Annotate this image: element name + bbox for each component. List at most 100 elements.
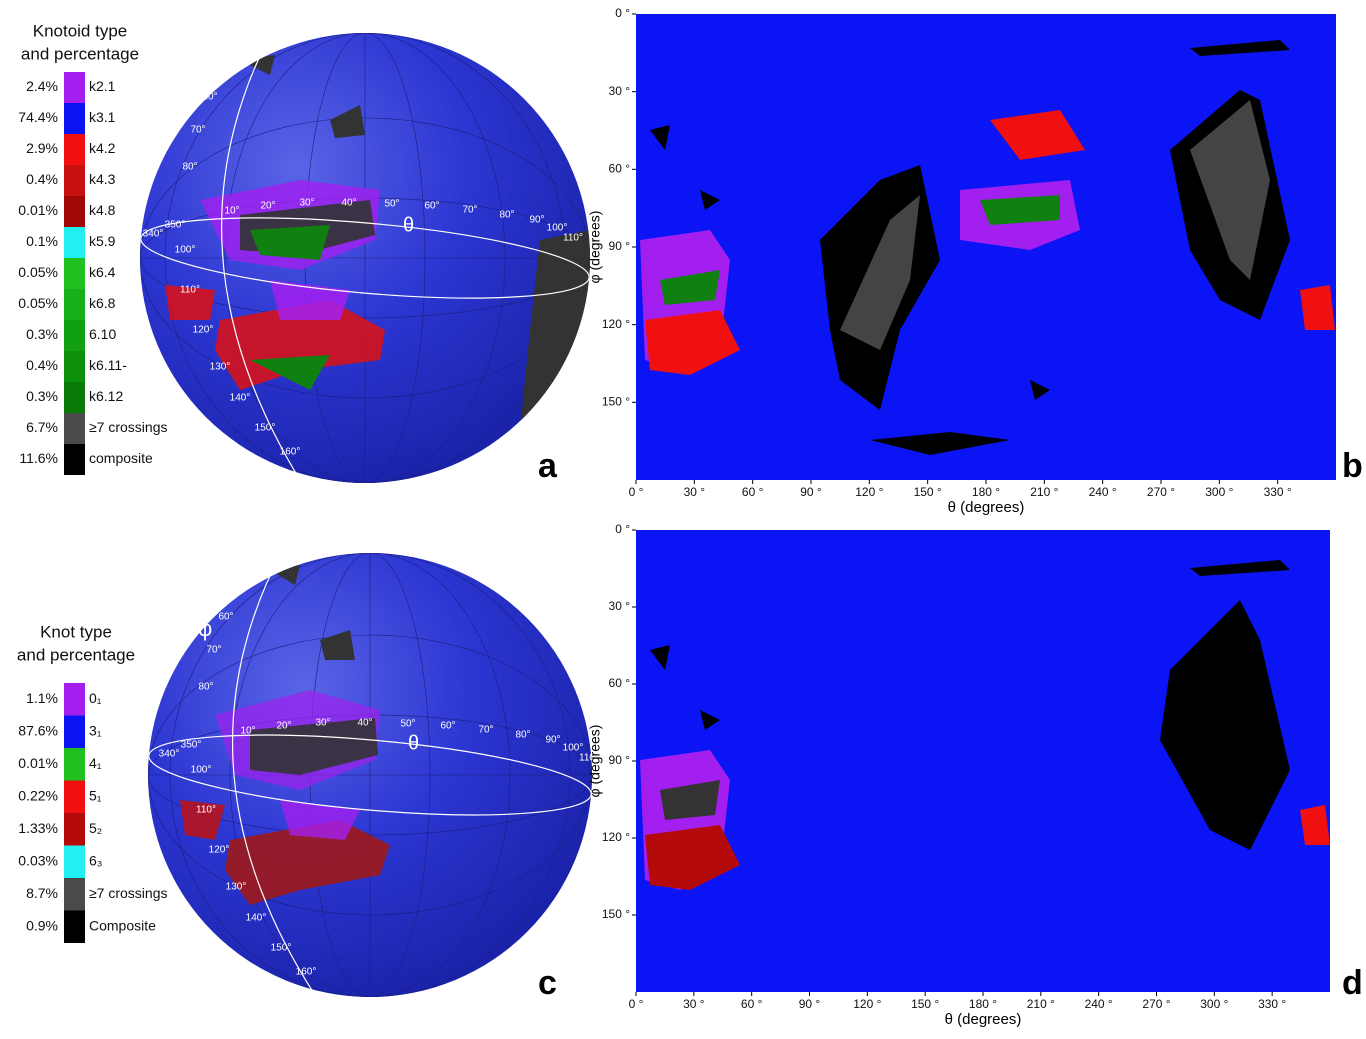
legend-swatch	[64, 878, 85, 911]
legend-swatch	[64, 715, 85, 748]
x-tick-label: 180 °	[972, 485, 1000, 499]
theta-label: 60°	[424, 201, 439, 212]
legend-percent: 0.05%	[18, 295, 58, 311]
legend-percent: 0.03%	[18, 852, 58, 868]
phi-label: 160°	[296, 967, 317, 978]
legend-percent: 0.01%	[18, 755, 58, 771]
x-tick-label: 240 °	[1089, 485, 1117, 499]
legend-percent: 0.3%	[26, 326, 58, 342]
legend-label: ≥7 crossings	[89, 419, 168, 435]
theta-label: 340°	[143, 229, 164, 240]
x-axis-title: θ (degrees)	[945, 1011, 1022, 1028]
theta-label: 60°	[440, 721, 455, 732]
legend-label: 5₂	[89, 820, 102, 836]
legend-percent: 2.9%	[26, 140, 58, 156]
legend-swatch	[64, 134, 85, 165]
legend-percent: 87.6%	[18, 722, 58, 738]
phi-label: 80°	[182, 162, 197, 173]
x-tick-label: 330 °	[1264, 485, 1292, 499]
y-tick-label: 120 °	[602, 830, 630, 844]
legend-percent: 11.6%	[19, 450, 58, 466]
legend-percent: 0.4%	[26, 357, 58, 373]
legend-label: k6.11-	[89, 357, 127, 373]
legend-label: 4₁	[89, 755, 102, 771]
x-tick-label: 270 °	[1147, 485, 1175, 499]
theta-label: 50°	[400, 719, 415, 730]
x-tick-label: 60 °	[741, 997, 763, 1011]
legend-label: k4.8	[89, 202, 116, 218]
theta-label: 110°	[579, 753, 599, 764]
theta-symbol: θ	[403, 214, 414, 236]
theta-label: 100°	[547, 223, 568, 234]
phi-label: 70°	[206, 645, 221, 656]
theta-label: 80°	[515, 730, 530, 741]
legend-percent: 1.33%	[18, 820, 58, 836]
legend-swatch	[64, 845, 85, 878]
x-tick-label: 30 °	[684, 485, 706, 499]
y-tick-label: 30 °	[609, 599, 631, 613]
phi-label: 120°	[209, 845, 230, 856]
phi-label: 80°	[198, 682, 213, 693]
y-tick-label: 150 °	[602, 907, 630, 921]
legend-title: Knot type	[40, 622, 112, 641]
theta-label: 20°	[260, 201, 275, 212]
phi-label: 140°	[246, 913, 267, 924]
theta-label: 40°	[341, 198, 356, 209]
legend-percent: 74.4%	[18, 109, 58, 125]
x-tick-label: 150 °	[911, 997, 939, 1011]
legend-swatch	[64, 444, 85, 475]
x-tick-label: 0 °	[629, 997, 644, 1011]
theta-label: 70°	[478, 725, 493, 736]
y-axis-title: φ (degrees)	[587, 725, 603, 798]
phi-symbol: φ	[178, 92, 192, 117]
theta-label: 20°	[276, 721, 291, 732]
phi-label: 100°	[191, 765, 212, 776]
legend-swatch	[64, 813, 85, 846]
x-tick-label: 240 °	[1085, 997, 1113, 1011]
legend-label: 6.10	[89, 326, 116, 342]
legend-label: composite	[89, 450, 153, 466]
phi-label: 120°	[193, 325, 214, 336]
y-axis-title: φ (degrees)	[587, 211, 603, 284]
legend-label: k6.8	[89, 295, 116, 311]
legend-percent: 0.05%	[18, 264, 58, 280]
theta-symbol: θ	[408, 732, 419, 754]
legend-label: k5.9	[89, 233, 116, 249]
y-tick-label: 0 °	[615, 6, 630, 20]
x-tick-label: 150 °	[914, 485, 942, 499]
legend-label: k3.1	[89, 109, 116, 125]
theta-label: 100°	[563, 743, 584, 754]
phi-symbol: φ	[198, 616, 212, 641]
map-d	[636, 530, 1330, 992]
theta-label: 80°	[499, 210, 514, 221]
theta-label: 90°	[545, 735, 560, 746]
legend-percent: 6.7%	[26, 419, 58, 435]
phi-label: 150°	[271, 943, 292, 954]
legend-title: Knotoid type	[33, 21, 128, 40]
x-tick-label: 30 °	[683, 997, 705, 1011]
legend-swatch	[64, 910, 85, 943]
x-tick-label: 120 °	[853, 997, 881, 1011]
theta-label: 340°	[159, 749, 180, 760]
phi-label: 160°	[280, 447, 301, 458]
x-tick-label: 330 °	[1258, 997, 1286, 1011]
legend-swatch	[64, 196, 85, 227]
phi-label: 110°	[180, 285, 200, 296]
legend-label: k4.2	[89, 140, 116, 156]
legend-label: k4.3	[89, 171, 116, 187]
phi-label: 100°	[175, 245, 196, 256]
legend-percent: 2.4%	[26, 78, 58, 94]
legend-swatch	[64, 289, 85, 320]
theta-label: 110°	[563, 233, 583, 244]
x-axis-title: θ (degrees)	[948, 499, 1025, 516]
legend-label: k2.1	[89, 78, 116, 94]
panel-letter: b	[1342, 447, 1363, 485]
phi-label: 130°	[210, 362, 231, 373]
x-tick-label: 270 °	[1142, 997, 1170, 1011]
legend-label: 5₁	[89, 787, 102, 803]
legend-percent: 0.3%	[26, 388, 58, 404]
y-tick-label: 120 °	[602, 317, 630, 331]
legend-label: 3₁	[89, 722, 102, 738]
